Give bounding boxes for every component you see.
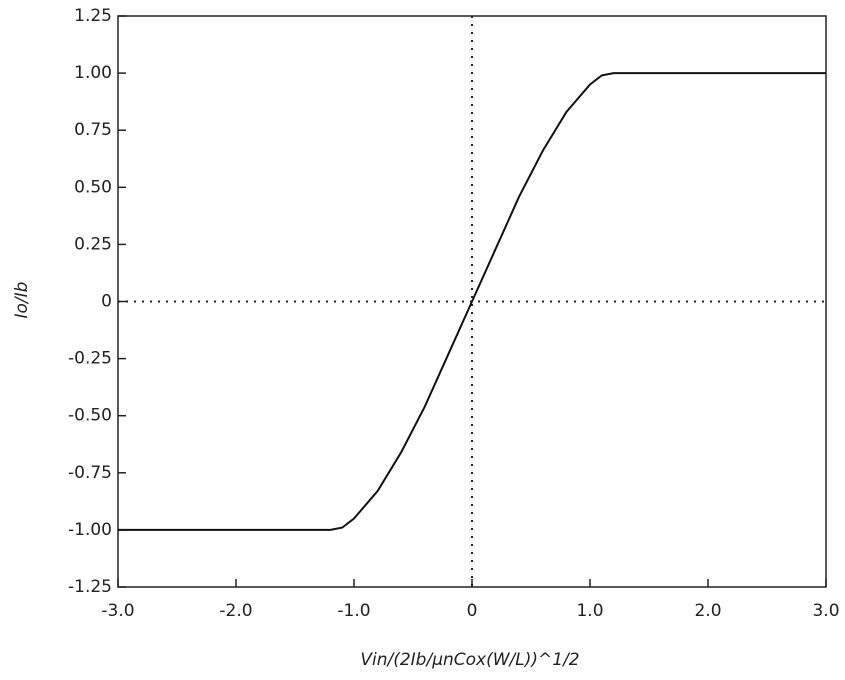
data-line xyxy=(118,72,826,531)
x-tick-label: -2.0 xyxy=(219,601,252,621)
y-tick-label: 1.25 xyxy=(74,6,112,26)
y-tick-label: -0.75 xyxy=(68,463,112,483)
y-tick-label: 0 xyxy=(101,292,112,312)
x-tick-label: 1.0 xyxy=(576,601,603,621)
y-tick-label: -0.50 xyxy=(68,406,112,426)
x-tick-label: 2.0 xyxy=(694,601,721,621)
y-tick-label: -1.00 xyxy=(68,520,112,540)
y-axis-label: Io/Ib xyxy=(12,282,32,319)
x-axis-label: Vin/(2Ib/μnCox(W/L))^1/2 xyxy=(360,650,579,670)
y-tick-label: -0.25 xyxy=(68,349,112,369)
x-tick-label: -1.0 xyxy=(337,601,370,621)
x-tick-label: 0 xyxy=(467,601,478,621)
x-tick-label: -3.0 xyxy=(101,601,134,621)
y-tick-label: 1.00 xyxy=(74,63,112,83)
y-tick-label: 0.50 xyxy=(74,177,112,197)
y-tick-label: 0.25 xyxy=(74,234,112,254)
x-tick-label: 3.0 xyxy=(812,601,839,621)
y-tick-label: -1.25 xyxy=(68,577,112,597)
y-tick-label: 0.75 xyxy=(74,120,112,140)
